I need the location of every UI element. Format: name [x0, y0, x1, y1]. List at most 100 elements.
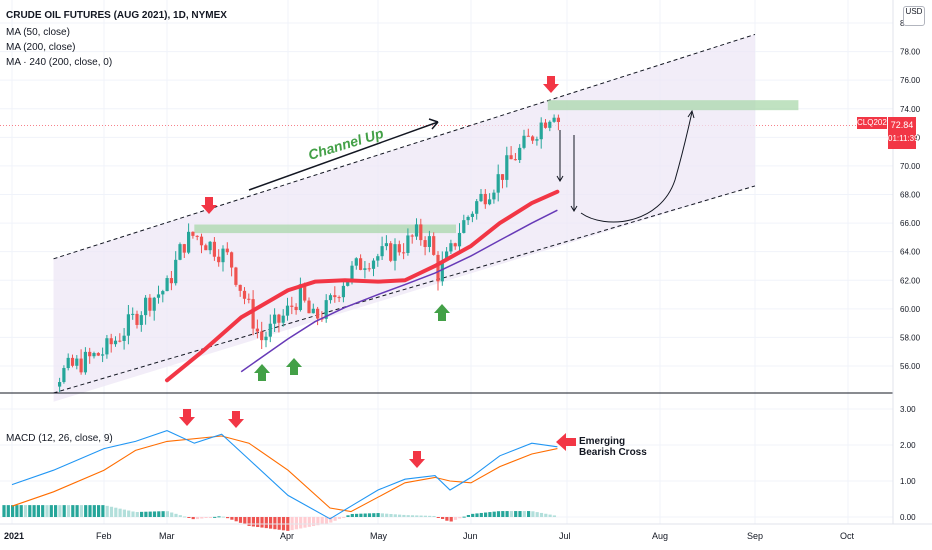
macd-histogram-bar: [114, 507, 118, 517]
candle-bull: [505, 155, 509, 180]
macd-histogram-bar: [522, 511, 526, 517]
macd-histogram-bar: [531, 511, 535, 517]
price-tick-label: 58.00: [900, 333, 921, 342]
candle-bull: [273, 314, 277, 324]
candle-bull: [113, 340, 118, 345]
resistance-zones: [194, 100, 799, 234]
macd-histogram-bar: [466, 515, 470, 517]
candle-bear: [70, 357, 75, 366]
candle-bear: [531, 136, 535, 141]
macd-sell-arrow-icon: [409, 451, 425, 468]
candle-bull: [376, 256, 380, 261]
macd-histogram-bar: [505, 511, 509, 517]
candle-bear: [204, 245, 208, 251]
macd-histogram-bar: [329, 517, 333, 523]
last-price-value: 72.84: [890, 120, 914, 130]
macd-histogram-bar: [174, 513, 178, 517]
macd-histogram-bar: [247, 517, 251, 526]
sell-arrow-icon: [543, 76, 559, 93]
trend-arrow: [248, 121, 439, 191]
macd-histogram-bar: [234, 517, 238, 522]
macd-histogram-bar: [187, 517, 191, 518]
candle-bull: [298, 284, 303, 311]
price-tick-label: 56.00: [900, 362, 921, 371]
macd-histogram-bar: [178, 515, 182, 517]
macd-histogram-bar: [88, 505, 92, 517]
candle-bull: [101, 354, 105, 356]
candle-bull: [126, 314, 131, 336]
macd-histogram-bar: [75, 505, 79, 517]
candle-bear: [316, 308, 320, 319]
macd-histogram-bar: [428, 515, 432, 517]
candle-bull: [475, 201, 479, 214]
macd-histogram-bar: [415, 515, 419, 517]
channel-lower-line: [53, 185, 756, 394]
chart-title: CRUDE OIL FUTURES (AUG 2021), 1D, NYMEX: [6, 10, 227, 21]
candle-bull: [178, 244, 182, 260]
macd-histogram-bar: [256, 517, 260, 528]
macd-histogram-bar: [496, 511, 501, 517]
candle-bear: [148, 297, 152, 311]
macd-histogram-bar: [475, 513, 479, 517]
buy-arrow-icon: [434, 304, 450, 321]
candle-bear: [432, 236, 436, 255]
recovery-arrowhead-icon: [687, 109, 695, 119]
candle-bear: [367, 268, 371, 270]
macd-histogram-bar: [84, 505, 88, 517]
macd-histogram-bar: [6, 505, 10, 517]
macd-histogram-bar: [535, 512, 539, 517]
candle-bear: [255, 328, 260, 332]
candle-bear: [169, 278, 174, 284]
candle-bull: [518, 147, 522, 160]
candle-bear: [251, 299, 255, 329]
macd-histogram-bar: [458, 517, 462, 519]
candle-bear: [526, 135, 530, 137]
macd-histogram-bar: [62, 505, 66, 517]
macd-histogram-bar: [419, 515, 423, 517]
currency-button[interactable]: USD: [903, 6, 925, 26]
candle-bear: [96, 353, 100, 356]
macd-histogram-bar: [514, 511, 518, 517]
annotations: [179, 76, 695, 468]
macd-histogram-bar: [380, 513, 384, 517]
macd-histogram-bar: [548, 514, 552, 517]
macd-histogram-bar: [157, 511, 161, 517]
legend-ma50: MA (50, close): [6, 27, 70, 38]
macd-histogram-bar: [127, 510, 131, 517]
candle-bull: [221, 248, 225, 263]
macd-histogram-bar: [15, 505, 19, 517]
candle-bear: [303, 284, 307, 301]
time-tick-label: Oct: [840, 531, 855, 541]
macd-histogram-bar: [501, 511, 505, 517]
candle-bull: [492, 192, 496, 200]
macd-histogram-bar: [346, 515, 350, 517]
projection-arrowhead-icon: [570, 205, 578, 212]
candle-bear: [397, 244, 401, 253]
macd-histogram-bar: [389, 513, 393, 517]
price-tick-label: 68.00: [900, 191, 921, 200]
candle-bull: [324, 300, 328, 319]
macd-histogram-bar: [92, 505, 96, 517]
macd-histogram-bar: [393, 514, 397, 517]
candle-bear: [419, 224, 423, 241]
legend-ma200: MA (200, close): [6, 42, 76, 53]
macd-histogram-bar: [183, 516, 187, 518]
macd-histogram-bar: [170, 512, 174, 517]
macd-histogram-bar: [144, 511, 148, 517]
resistance-zone: [547, 100, 799, 111]
candle-bear: [483, 193, 487, 205]
countdown-value: 01:11:39: [888, 134, 919, 143]
candle-bull: [285, 305, 290, 316]
macd-histogram-bar: [398, 514, 402, 517]
candle-bull: [174, 259, 178, 284]
signal-line: [11, 435, 558, 513]
candle-bull: [535, 139, 539, 141]
time-tick-label: Jul: [559, 531, 571, 541]
candle-bear: [191, 231, 195, 236]
time-tick-label: Jun: [463, 531, 478, 541]
channel-upper-line: [53, 33, 756, 260]
macd-histogram-bar: [410, 515, 415, 517]
macd-histogram-bar: [423, 515, 427, 517]
candle-bull: [350, 265, 354, 279]
